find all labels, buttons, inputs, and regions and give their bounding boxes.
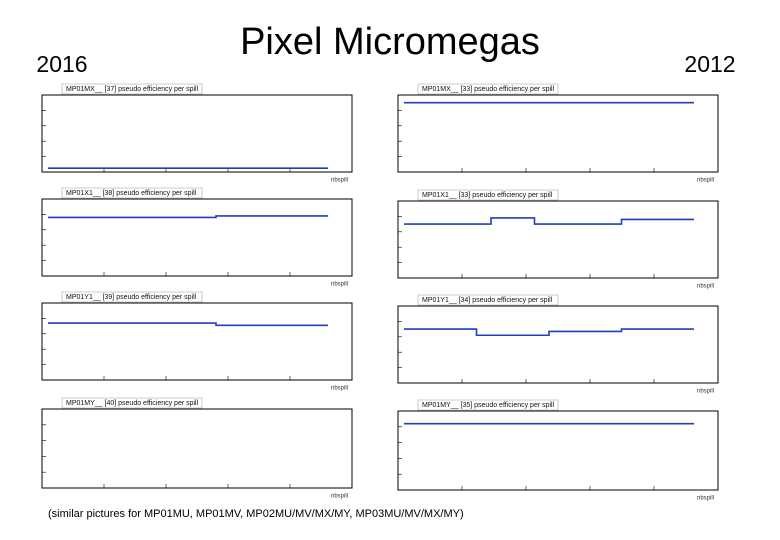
plot-frame — [41, 408, 353, 489]
efficiency-curve — [48, 322, 328, 327]
x-axis-label: nbspill — [697, 284, 714, 290]
efficiency-curve — [48, 215, 328, 219]
plot-frame — [41, 302, 353, 381]
plot-frame — [41, 198, 353, 277]
x-axis-label: nbspill — [697, 496, 714, 502]
plot-frame — [41, 94, 353, 173]
plot-title: MP01X1__ [33] pseudo efficiency per spil… — [422, 192, 553, 199]
plot-title: MP01MY__ [35] pseudo efficiency per spil… — [422, 402, 555, 409]
plot-panel: MP01MX__ [33] pseudo efficiency per spil… — [397, 83, 719, 184]
plot-panel: MP01X1__ [33] pseudo efficiency per spil… — [397, 189, 719, 290]
title-box — [417, 189, 559, 201]
x-axis-label: nbspill — [697, 389, 714, 395]
footnote: (similar pictures for MP01MU, MP01MV, MP… — [48, 508, 464, 520]
title-box — [61, 291, 203, 303]
year-label: 2012 — [684, 51, 735, 77]
plot-title: MP01MY__ [40] pseudo efficiency per spil… — [66, 400, 199, 407]
plot-frame — [397, 200, 719, 279]
slide-title: Pixel Micromegas — [240, 21, 540, 63]
x-axis-label: nbspill — [331, 494, 348, 500]
plot-frame — [397, 305, 719, 384]
plot-panel: MP01MY__ [35] pseudo efficiency per spil… — [397, 399, 719, 502]
efficiency-curve — [404, 328, 694, 337]
plot-title: MP01MX__ [33] pseudo efficiency per spil… — [422, 86, 555, 93]
plot-title: MP01X1__ [38] pseudo efficiency per spil… — [66, 190, 197, 197]
plot-panel: MP01Y1__ [34] pseudo efficiency per spil… — [397, 294, 719, 395]
plots: MP01MX__ [37] pseudo efficiency per spil… — [41, 83, 719, 502]
title-box — [61, 83, 203, 95]
x-axis-label: nbspill — [331, 282, 348, 288]
plot-panel: MP01MX__ [37] pseudo efficiency per spil… — [41, 83, 353, 184]
plot-title: MP01Y1__ [39] pseudo efficiency per spil… — [66, 294, 197, 301]
x-axis-label: nbspill — [331, 178, 348, 184]
title-box — [61, 397, 203, 409]
x-axis-label: nbspill — [697, 178, 714, 184]
plot-panel: MP01X1__ [38] pseudo efficiency per spil… — [41, 187, 353, 288]
plot-title: MP01Y1__ [34] pseudo efficiency per spil… — [422, 297, 553, 304]
title-box — [417, 294, 559, 306]
efficiency-curve — [404, 217, 694, 225]
plot-panel: MP01Y1__ [39] pseudo efficiency per spil… — [41, 291, 353, 392]
plot-panel: MP01MY__ [40] pseudo efficiency per spil… — [41, 397, 353, 500]
x-axis-label: nbspill — [331, 386, 348, 392]
title-box — [417, 83, 559, 95]
title-box — [61, 187, 203, 199]
year-label: 2016 — [36, 51, 87, 77]
plot-frame — [397, 94, 719, 173]
title-box — [417, 399, 559, 411]
plot-title: MP01MX__ [37] pseudo efficiency per spil… — [66, 86, 199, 93]
